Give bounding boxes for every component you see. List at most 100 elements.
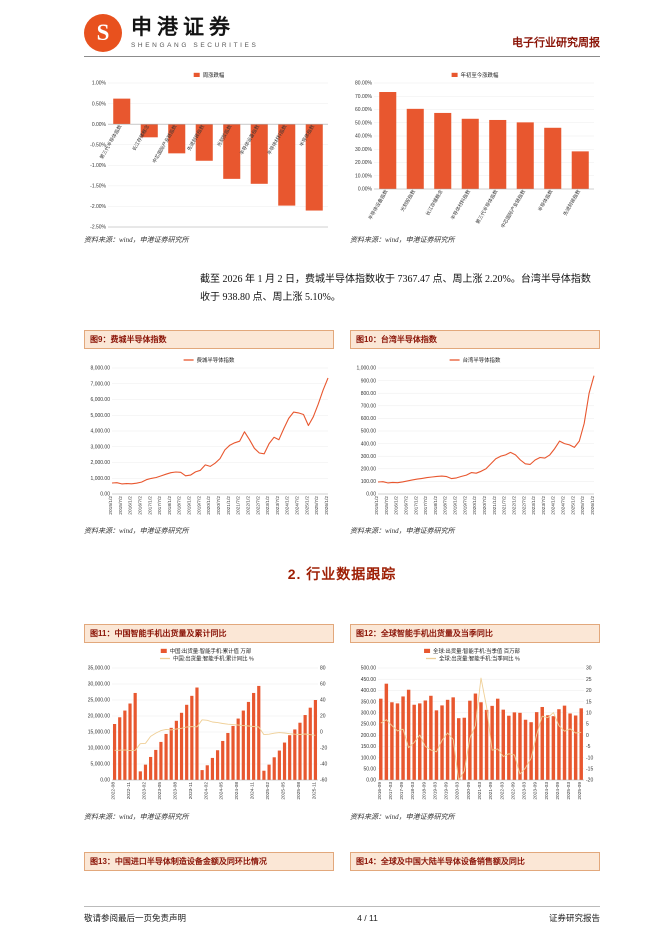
svg-text:200.00: 200.00 (361, 733, 377, 739)
brand-name: 申港证券 (131, 16, 235, 40)
svg-text:50.00%: 50.00% (355, 120, 373, 126)
svg-text:5: 5 (586, 722, 589, 728)
svg-text:2015/7/2: 2015/7/2 (118, 496, 124, 515)
fig14-block: 图14：全球及中国大陆半导体设备销售额及同比 (350, 852, 600, 874)
svg-text:-0.50%: -0.50% (90, 142, 106, 148)
svg-text:2025/1/2: 2025/1/2 (304, 496, 310, 515)
svg-text:2018/1/2: 2018/1/2 (167, 496, 173, 515)
svg-text:200.00: 200.00 (361, 467, 377, 473)
svg-text:15: 15 (586, 699, 592, 705)
svg-text:-20: -20 (586, 778, 593, 784)
top-charts-row: -2.50% -2.00% -1.50% -1.00% -0.50% 0.00% 0.50%… (84, 67, 600, 245)
svg-text:2017-09: 2017-09 (399, 782, 405, 800)
svg-text:2025-11: 2025-11 (311, 782, 317, 800)
svg-text:全球:出货量:智能手机:当季同比 %: 全球:出货量:智能手机:当季同比 % (439, 655, 520, 663)
svg-text:2024-02: 2024-02 (203, 782, 209, 800)
fig12-title: 图12：全球智能手机出货量及当季同比 (350, 624, 600, 643)
source-note: 资料来源：wind，申港证券研究所 (350, 236, 455, 244)
svg-text:10: 10 (586, 711, 592, 717)
svg-text:2025/7/2: 2025/7/2 (314, 496, 320, 515)
svg-text:2022/1/2: 2022/1/2 (245, 496, 251, 515)
svg-text:30,000.00: 30,000.00 (88, 682, 110, 688)
svg-text:2021/1/2: 2021/1/2 (226, 496, 232, 515)
svg-text:台湾半导体指数: 台湾半导体指数 (463, 356, 501, 364)
svg-text:2023/7/2: 2023/7/2 (275, 496, 281, 515)
svg-text:15,000.00: 15,000.00 (88, 730, 110, 736)
weekly-change-chart-block: -2.50% -2.00% -1.50% -1.00% -0.50% 0.00% 0.50%… (84, 67, 334, 245)
index-charts-row: 图9：费城半导体指数 0.00 1,000.00 2,000.00 3,000.00 4… (84, 330, 600, 536)
svg-text:2019/7/2: 2019/7/2 (196, 496, 202, 515)
fig9-title: 图9：费城半导体指数 (84, 330, 334, 349)
svg-text:2018/1/2: 2018/1/2 (433, 496, 439, 515)
svg-text:900.00: 900.00 (361, 378, 377, 384)
svg-text:2019/1/2: 2019/1/2 (453, 496, 459, 515)
svg-text:2025-09: 2025-09 (577, 782, 583, 800)
svg-text:2015/1/2: 2015/1/2 (108, 496, 114, 515)
svg-text:2025-05: 2025-05 (281, 782, 287, 800)
svg-text:0.50%: 0.50% (92, 101, 107, 107)
fig13-fig14-row: 图13：中国进口半导体制造设备金额及同环比情况 图14：全球及中国大陆半导体设备… (84, 852, 600, 874)
svg-text:150.00: 150.00 (361, 744, 377, 750)
svg-text:2019/7/2: 2019/7/2 (462, 496, 468, 515)
svg-text:2024/1/2: 2024/1/2 (285, 496, 291, 515)
svg-text:2025-02: 2025-02 (265, 782, 271, 800)
svg-text:10.00%: 10.00% (355, 173, 373, 179)
svg-text:2023-02: 2023-02 (141, 782, 147, 800)
svg-text:500.00: 500.00 (361, 666, 377, 672)
svg-text:2020-03: 2020-03 (455, 782, 461, 800)
svg-text:80.00%: 80.00% (355, 81, 373, 87)
svg-text:2016/1/2: 2016/1/2 (128, 496, 134, 515)
svg-text:2024-11: 2024-11 (250, 782, 256, 800)
svg-text:-20: -20 (320, 746, 327, 752)
svg-text:25,000.00: 25,000.00 (88, 698, 110, 704)
svg-text:1.00%: 1.00% (92, 81, 107, 87)
svg-text:0.00%: 0.00% (358, 187, 373, 193)
source-note: 资料来源：wind，申港证券研究所 (84, 236, 189, 244)
svg-text:0.00%: 0.00% (92, 122, 107, 128)
weekly-change-bar-chart: -2.50% -2.00% -1.50% -1.00% -0.50% 0.00% 0.50%… (90, 71, 328, 231)
svg-text:30.00%: 30.00% (355, 147, 373, 153)
svg-text:700.00: 700.00 (361, 404, 377, 410)
svg-text:年初至今涨跌幅: 年初至今涨跌幅 (461, 71, 499, 79)
brand-subtitle: SHENGANG SECURITIES (131, 41, 259, 49)
svg-text:2022-08: 2022-08 (111, 782, 117, 800)
svg-text:300.00: 300.00 (361, 711, 377, 717)
svg-text:2021/1/2: 2021/1/2 (492, 496, 498, 515)
svg-text:2024-05: 2024-05 (219, 782, 225, 800)
svg-text:20: 20 (320, 714, 326, 720)
svg-text:0.00: 0.00 (366, 778, 376, 784)
taiwan-index-line-chart: 0.00 100.00 200.00 300.00 400.00 500.00 600.00… (357, 356, 596, 515)
svg-text:40.00%: 40.00% (355, 134, 373, 140)
svg-text:2018/7/2: 2018/7/2 (443, 496, 449, 515)
svg-text:-60: -60 (320, 778, 327, 784)
svg-text:周涨跌幅: 周涨跌幅 (203, 71, 225, 79)
fig11-title: 图11：中国智能手机出货量及累计同比 (84, 624, 334, 643)
svg-text:2017/1/2: 2017/1/2 (413, 496, 419, 515)
svg-text:6,000.00: 6,000.00 (91, 397, 111, 403)
svg-text:40: 40 (320, 698, 326, 704)
ytd-change-chart-block: 0.00% 10.00% 20.00% 30.00% 40.00% 50.00% 60.00… (350, 67, 600, 245)
svg-text:2022/7/2: 2022/7/2 (255, 496, 261, 515)
svg-text:20: 20 (586, 688, 592, 694)
svg-text:2023/1/2: 2023/1/2 (531, 496, 537, 515)
svg-text:光刻胶指数: 光刻胶指数 (399, 188, 417, 212)
svg-text:350.00: 350.00 (361, 699, 377, 705)
fig13-block: 图13：中国进口半导体制造设备金额及同环比情况 (84, 852, 334, 874)
svg-text:2026/1/2: 2026/1/2 (590, 496, 596, 515)
svg-text:2025/7/2: 2025/7/2 (580, 496, 586, 515)
brand-text: 申港证券 SHENGANG SECURITIES (131, 16, 259, 49)
svg-text:1,000.00: 1,000.00 (91, 476, 111, 482)
svg-text:2025-08: 2025-08 (296, 782, 302, 800)
smartphone-charts-row: 图11：中国智能手机出货量及累计同比 0.00 5,000.00 10,000.00… (84, 624, 600, 822)
svg-text:4,000.00: 4,000.00 (91, 429, 111, 435)
svg-text:20.00%: 20.00% (355, 160, 373, 166)
svg-text:2016-09: 2016-09 (377, 782, 383, 800)
svg-text:500.00: 500.00 (361, 429, 377, 435)
svg-text:10,000.00: 10,000.00 (88, 746, 110, 752)
svg-text:2021-03: 2021-03 (477, 782, 483, 800)
svg-text:2024-08: 2024-08 (234, 782, 240, 800)
page-number: 4 / 11 (357, 913, 378, 923)
sox-index-line-chart: 0.00 1,000.00 2,000.00 3,000.00 4,000.00 5,00… (91, 356, 330, 515)
svg-text:第三代半导体指数: 第三代半导体指数 (474, 188, 499, 225)
